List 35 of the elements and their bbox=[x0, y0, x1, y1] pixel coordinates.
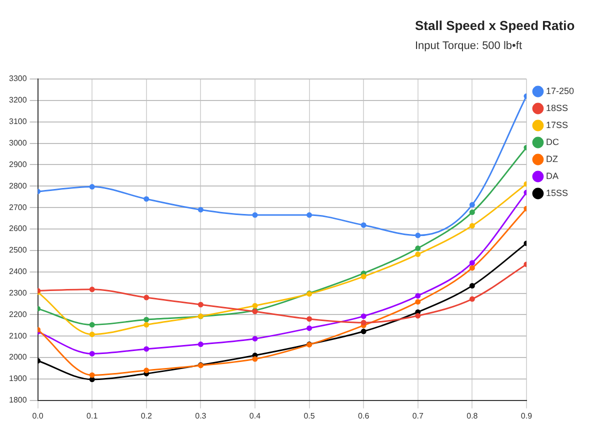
y-tick-label: 2000 bbox=[9, 352, 28, 362]
x-tick-label: 0.2 bbox=[140, 411, 152, 420]
x-tick-label: 0.9 bbox=[520, 411, 533, 420]
x-tick-label: 0.1 bbox=[86, 411, 98, 420]
x-tick-label: 0.8 bbox=[466, 411, 478, 420]
y-tick-label: 2200 bbox=[9, 310, 28, 319]
x-tick-label: 0.6 bbox=[358, 411, 370, 420]
x-tick-label: 0.7 bbox=[412, 411, 424, 420]
y-tick-label: 2800 bbox=[9, 181, 28, 190]
y-tick-label: 2100 bbox=[9, 331, 28, 340]
y-tick-label: 1800 bbox=[9, 396, 28, 405]
legend-label: 18SS bbox=[546, 102, 568, 113]
y-tick-label: 2400 bbox=[9, 267, 28, 276]
y-tick-label: 3100 bbox=[9, 117, 28, 126]
y-tick-label: 2700 bbox=[9, 202, 28, 212]
y-tick-label: 2300 bbox=[9, 288, 28, 298]
legend-label: 17-250 bbox=[546, 86, 574, 96]
x-tick-label: 0.4 bbox=[249, 411, 262, 420]
legend-label: 15SS bbox=[546, 188, 568, 198]
y-tick-label: 3300 bbox=[9, 74, 28, 84]
x-tick-label: 0.3 bbox=[195, 411, 207, 420]
chart-subtitle: Input Torque: 500 lb•ft bbox=[415, 40, 522, 52]
legend-label: DC bbox=[546, 136, 560, 147]
chart-title: Stall Speed x Speed Ratio bbox=[415, 18, 575, 33]
y-tick-label: 2600 bbox=[9, 224, 28, 234]
legend-label: 17SS bbox=[546, 120, 568, 130]
x-tick-label: 0.0 bbox=[32, 411, 44, 420]
x-tick-label: 0.5 bbox=[304, 411, 316, 420]
y-tick-label: 3000 bbox=[9, 138, 28, 148]
legend-label: DZ bbox=[546, 154, 558, 164]
y-tick-label: 2900 bbox=[9, 160, 28, 169]
legend-label: DA bbox=[546, 170, 558, 181]
y-tick-label: 3200 bbox=[9, 96, 28, 105]
y-tick-label: 1900 bbox=[9, 374, 28, 384]
y-tick-label: 2500 bbox=[9, 246, 28, 255]
